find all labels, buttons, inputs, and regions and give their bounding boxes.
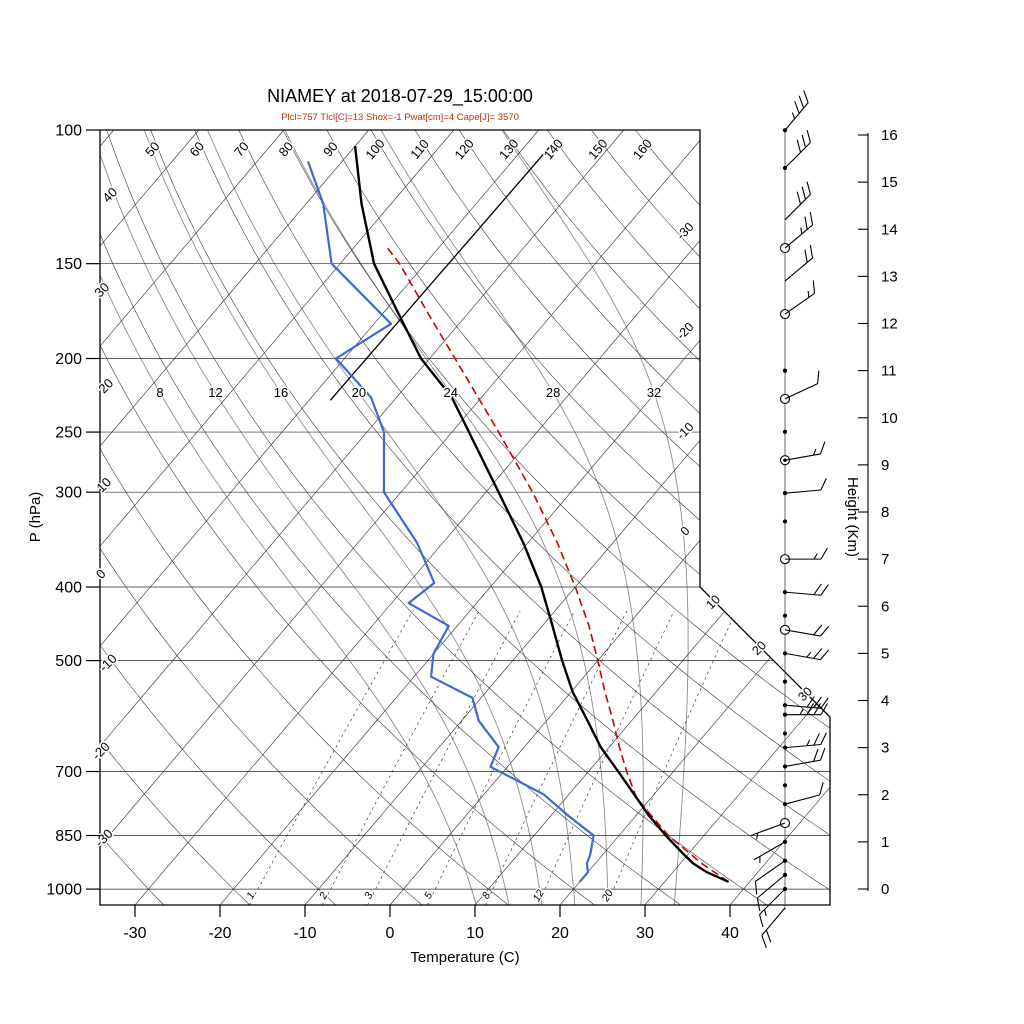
svg-text:-10: -10 <box>674 420 697 443</box>
svg-text:-30: -30 <box>674 220 697 243</box>
svg-text:-20: -20 <box>674 320 697 343</box>
temperature-axis: -30 -20 -10 0 10 20 30 40 <box>123 905 739 942</box>
svg-text:120: 120 <box>451 136 476 162</box>
svg-text:9: 9 <box>881 457 889 474</box>
svg-text:850: 850 <box>55 828 82 845</box>
svg-text:10: 10 <box>703 592 723 612</box>
plot-frame <box>99 129 831 906</box>
dewpoint-curve <box>306 161 595 883</box>
svg-text:500: 500 <box>55 653 82 670</box>
pressure-axis: 100 150 200 250 300 400 500 700 850 1000 <box>46 123 100 899</box>
svg-text:24: 24 <box>443 385 457 400</box>
svg-text:100: 100 <box>55 123 82 140</box>
svg-text:100: 100 <box>362 136 387 162</box>
svg-text:20: 20 <box>551 925 569 942</box>
height-axis-title: Height (Km) <box>844 477 861 557</box>
svg-text:30: 30 <box>636 925 654 942</box>
svg-text:6: 6 <box>881 598 889 615</box>
svg-text:40: 40 <box>99 184 120 205</box>
parcel-ascent-curve <box>386 247 729 883</box>
svg-text:2: 2 <box>881 787 889 804</box>
svg-text:11: 11 <box>881 363 897 380</box>
temperature-curve <box>353 145 729 883</box>
svg-text:20: 20 <box>749 638 769 658</box>
moist-adiabat-lines <box>100 130 689 905</box>
svg-text:20: 20 <box>95 375 116 396</box>
svg-text:110: 110 <box>407 136 432 162</box>
svg-text:12: 12 <box>531 888 547 904</box>
svg-text:80: 80 <box>276 139 297 160</box>
svg-text:12: 12 <box>881 316 898 333</box>
svg-text:8: 8 <box>881 504 889 521</box>
svg-text:12: 12 <box>208 385 222 400</box>
svg-text:140: 140 <box>541 136 566 162</box>
svg-text:200: 200 <box>55 351 82 368</box>
svg-text:150: 150 <box>55 256 82 273</box>
svg-text:0: 0 <box>881 881 889 898</box>
svg-text:3: 3 <box>881 740 889 757</box>
svg-text:7: 7 <box>881 551 889 568</box>
svg-text:40: 40 <box>721 925 739 942</box>
pressure-gridlines <box>100 129 830 890</box>
pressure-axis-title: P (hPa) <box>27 492 44 543</box>
svg-text:250: 250 <box>55 425 82 442</box>
chart-title: NIAMEY at 2018-07-29_15:00:00 <box>267 86 533 106</box>
svg-text:5: 5 <box>881 645 889 662</box>
svg-text:90: 90 <box>320 139 341 160</box>
isotherm-lines <box>100 130 830 905</box>
svg-text:0: 0 <box>93 566 109 582</box>
svg-text:130: 130 <box>496 136 521 162</box>
svg-text:70: 70 <box>231 139 252 160</box>
svg-text:3: 3 <box>362 890 375 901</box>
svg-text:160: 160 <box>630 136 655 162</box>
mixing-ratio-lines <box>248 610 737 905</box>
svg-text:700: 700 <box>55 764 82 781</box>
svg-text:Temperature (C): Temperature (C) <box>410 949 519 966</box>
svg-text:16: 16 <box>881 127 898 144</box>
svg-text:1000: 1000 <box>46 882 82 899</box>
svg-text:16: 16 <box>274 385 288 400</box>
svg-text:50: 50 <box>142 139 163 160</box>
svg-text:300: 300 <box>55 485 82 502</box>
svg-text:P (hPa): P (hPa) <box>27 492 44 543</box>
svg-text:20: 20 <box>599 888 616 905</box>
svg-text:0: 0 <box>678 524 693 539</box>
svg-text:-20: -20 <box>208 925 231 942</box>
svg-text:0: 0 <box>386 925 395 942</box>
svg-text:30: 30 <box>91 279 112 300</box>
stability-indices-subtitle: Plcl=757 Tlcl[C]=13 Shox=-1 Pwat[cm]=4 C… <box>281 112 519 123</box>
svg-text:60: 60 <box>186 139 207 160</box>
svg-text:5: 5 <box>422 890 435 901</box>
temperature-axis-title: Temperature (C) <box>410 949 519 966</box>
svg-text:1: 1 <box>881 834 889 851</box>
svg-text:4: 4 <box>881 693 889 710</box>
svg-text:-30: -30 <box>123 925 146 942</box>
svg-text:13: 13 <box>881 268 898 285</box>
svg-text:32: 32 <box>647 385 661 400</box>
svg-text:-10: -10 <box>293 925 316 942</box>
svg-text:20: 20 <box>352 385 366 400</box>
svg-text:-20: -20 <box>89 739 113 763</box>
svg-text:28: 28 <box>546 385 560 400</box>
svg-text:400: 400 <box>55 580 82 597</box>
isothermal-segment-line <box>329 139 557 401</box>
svg-text:8: 8 <box>156 385 163 400</box>
svg-text:10: 10 <box>881 410 898 427</box>
svg-text:10: 10 <box>466 925 484 942</box>
svg-text:15: 15 <box>881 174 898 191</box>
wind-barb-column <box>750 90 830 948</box>
svg-text:-30: -30 <box>92 826 116 850</box>
svg-text:14: 14 <box>881 221 898 238</box>
svg-text:150: 150 <box>585 136 610 162</box>
svg-text:Height (Km): Height (Km) <box>844 477 861 557</box>
svg-text:2: 2 <box>317 890 331 902</box>
svg-text:30: 30 <box>795 684 815 704</box>
svg-text:1: 1 <box>244 890 257 901</box>
